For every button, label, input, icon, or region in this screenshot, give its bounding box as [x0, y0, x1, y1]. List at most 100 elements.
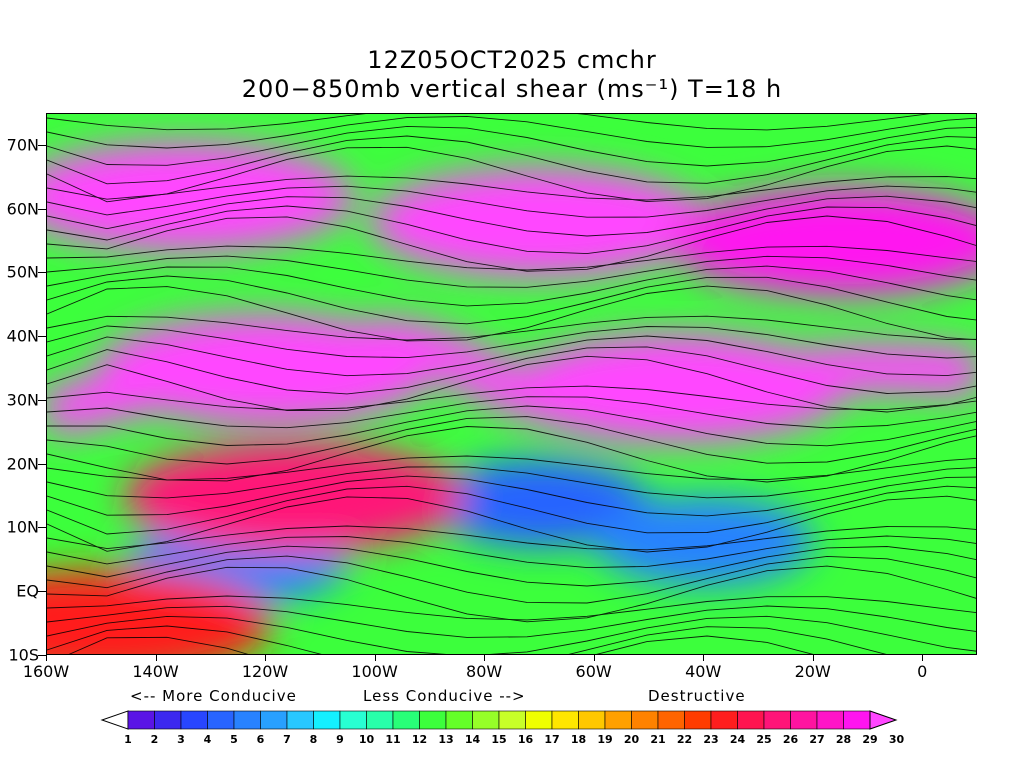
- colorbar-cell: [604, 710, 632, 730]
- shear-map: [46, 113, 977, 655]
- streamline: [47, 565, 976, 623]
- streamline: [47, 605, 976, 638]
- lat-tick: [38, 527, 46, 529]
- colorbar-label: 28: [835, 733, 852, 746]
- colorbar-label: 9: [336, 733, 344, 746]
- colorbar-label: 7: [283, 733, 291, 746]
- lat-label: 40N: [6, 326, 39, 346]
- colorbar-label: 22: [676, 733, 693, 746]
- colorbar-cell: [551, 710, 579, 730]
- colorbar-label: 24: [729, 733, 746, 746]
- lon-label: 0: [917, 662, 928, 681]
- colorbar-cell: [472, 710, 500, 730]
- colorbar-label: 29: [862, 733, 878, 746]
- colorbar-high-arrow: [869, 710, 898, 730]
- colorbar: [100, 710, 898, 730]
- streamline: [47, 215, 976, 272]
- streamline: [47, 595, 976, 621]
- colorbar-label: 21: [650, 733, 666, 746]
- colorbar-cell: [445, 710, 473, 730]
- streamline: [47, 625, 887, 654]
- streamline: [47, 396, 976, 429]
- jet-stream-band: [47, 318, 976, 439]
- streamline: [47, 545, 976, 587]
- colorbar-cell: [843, 710, 871, 730]
- lat-tick: [38, 144, 46, 146]
- shear-region-caribbean-low: [429, 457, 650, 548]
- streamline: [47, 325, 976, 359]
- colorbar-cell: [419, 710, 447, 730]
- streamline: [47, 525, 976, 551]
- colorbar-label: 15: [491, 733, 507, 746]
- less-conducive-label: Less Conducive -->: [363, 687, 526, 705]
- shear-region-gulf-of-alaska-jet: [47, 141, 354, 252]
- lon-label: 120W: [241, 662, 289, 681]
- lon-label: 20W: [794, 662, 831, 681]
- streamline: [47, 426, 976, 483]
- lat-label: 10S: [8, 645, 39, 665]
- colorbar-cell: [180, 710, 208, 730]
- colorbar-cell: [498, 710, 526, 730]
- colorbar-label: 23: [703, 733, 719, 746]
- lat-label: 30N: [6, 390, 39, 410]
- lon-tick: [265, 655, 267, 661]
- lat-label: 70N: [6, 135, 39, 155]
- lon-label: 100W: [351, 662, 398, 681]
- lon-tick: [155, 655, 157, 661]
- lon-tick: [922, 655, 924, 661]
- streamline: [47, 125, 976, 167]
- streamline: [47, 405, 976, 447]
- streamline: [47, 195, 976, 237]
- shear-region-mexican-pacific-high: [123, 441, 464, 552]
- lat-tick: [38, 208, 46, 210]
- colorbar-label: 17: [544, 733, 560, 746]
- colorbar-cell: [657, 710, 685, 730]
- streamline: [47, 175, 976, 201]
- shear-region-hudson-jet: [369, 167, 710, 278]
- streamline: [47, 255, 976, 288]
- lon-tick: [484, 655, 486, 661]
- colorbar-cell: [154, 710, 182, 730]
- streamline: [47, 466, 976, 499]
- streamline: [47, 416, 976, 465]
- lat-label: 50N: [6, 262, 39, 282]
- lat-tick: [38, 336, 46, 338]
- colorbar-cell: [313, 710, 341, 730]
- lon-tick: [593, 655, 595, 661]
- streamline: [47, 355, 976, 413]
- shear-region-south-pacific-high: [47, 569, 272, 654]
- streamline: [47, 285, 976, 342]
- colorbar-cell: [763, 710, 791, 730]
- colorbar-cell: [816, 710, 844, 730]
- streamline: [47, 114, 931, 131]
- colorbar-label: 12: [411, 733, 428, 746]
- colorbar-label: 10: [358, 733, 375, 746]
- colorbar-label: 11: [385, 733, 401, 746]
- streamline: [47, 115, 976, 149]
- streamline: [68, 635, 814, 654]
- colorbar-cell: [525, 710, 553, 730]
- colorbar-cell: [339, 710, 367, 730]
- streamline: [47, 615, 976, 654]
- colorbar-label: 16: [517, 733, 534, 746]
- lon-tick: [374, 655, 376, 661]
- title-line-2: 200−850mb vertical shear (ms⁻¹) T=18 h: [241, 75, 783, 103]
- streamline: [47, 555, 976, 604]
- colorbar-cell: [710, 710, 738, 730]
- streamline: [47, 245, 976, 271]
- more-conducive-label: <-- More Conducive: [130, 687, 297, 705]
- streamline: [47, 315, 976, 341]
- streamline: [47, 535, 976, 569]
- streamline: [47, 485, 976, 535]
- colorbar-label: 14: [464, 733, 481, 746]
- lat-label: 20N: [6, 454, 39, 474]
- streamline: [47, 455, 976, 481]
- lat-tick: [38, 463, 46, 465]
- colorbar-label: 26: [782, 733, 799, 746]
- colorbar-label: 30: [888, 733, 905, 746]
- colorbar-cell: [392, 710, 420, 730]
- colorbar-label: 19: [597, 733, 613, 746]
- streamline: [47, 275, 976, 325]
- colorbar-cell: [737, 710, 765, 730]
- colorbar-cell: [127, 710, 155, 730]
